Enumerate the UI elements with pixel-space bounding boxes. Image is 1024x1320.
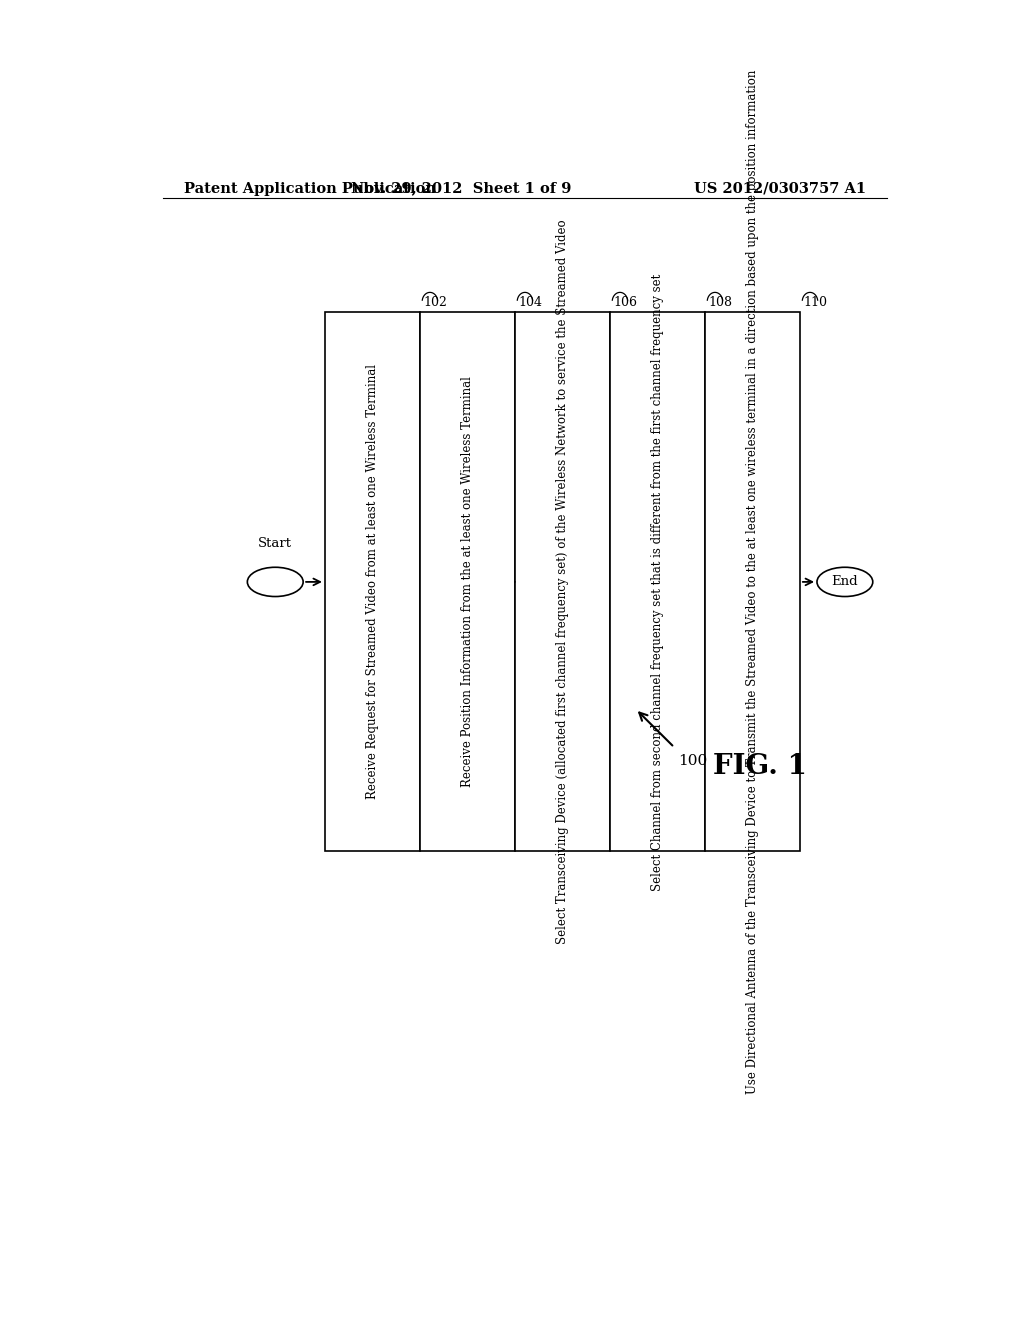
Ellipse shape	[817, 568, 872, 597]
Text: FIG. 1: FIG. 1	[713, 754, 807, 780]
Text: Use Directional Antenna of the Transceiving Device to Transmit the Streamed Vide: Use Directional Antenna of the Transceiv…	[745, 70, 759, 1094]
Text: Receive Position Information from the at least one Wireless Terminal: Receive Position Information from the at…	[461, 376, 474, 787]
Text: Select Channel from second channel frequency set that is different from the firs: Select Channel from second channel frequ…	[651, 273, 664, 891]
Bar	[420, 313, 515, 851]
Text: 104: 104	[518, 296, 542, 309]
Bar	[705, 313, 800, 851]
Bar	[325, 313, 420, 851]
Text: Receive Request for Streamed Video from at least one Wireless Terminal: Receive Request for Streamed Video from …	[366, 364, 379, 800]
Text: End: End	[831, 576, 858, 589]
Bar	[610, 313, 705, 851]
Text: US 2012/0303757 A1: US 2012/0303757 A1	[693, 182, 866, 195]
Text: Select Transceiving Device (allocated first channel frequency set) of the Wirele: Select Transceiving Device (allocated fi…	[556, 219, 569, 944]
Text: Nov. 29, 2012  Sheet 1 of 9: Nov. 29, 2012 Sheet 1 of 9	[351, 182, 571, 195]
Text: 108: 108	[708, 296, 732, 309]
Text: 102: 102	[423, 296, 446, 309]
Text: Start: Start	[258, 537, 292, 550]
Bar	[515, 313, 610, 851]
Text: 106: 106	[613, 296, 637, 309]
Ellipse shape	[248, 568, 303, 597]
Text: Patent Application Publication: Patent Application Publication	[183, 182, 436, 195]
Text: 100: 100	[678, 754, 708, 768]
Text: 110: 110	[803, 296, 827, 309]
